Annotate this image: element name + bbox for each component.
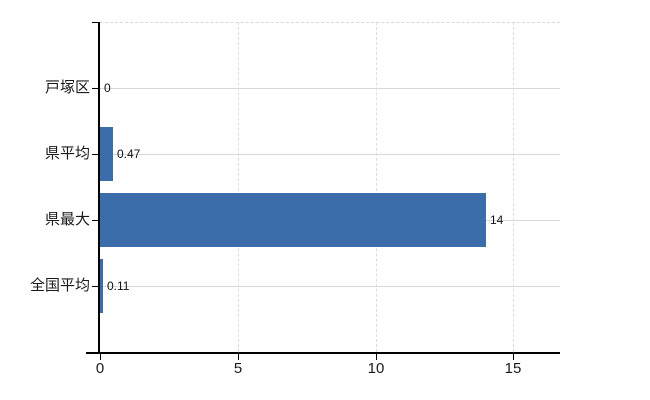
y-axis-tick: [92, 220, 98, 221]
x-axis-tick: [238, 354, 239, 360]
bar: [100, 127, 113, 181]
bar-value-label: 14: [490, 213, 504, 227]
x-tick-label: 15: [504, 360, 522, 377]
v-gridline: [376, 22, 377, 352]
h-gridline: [100, 88, 560, 89]
x-axis-tick: [513, 354, 514, 360]
v-gridline: [238, 22, 239, 352]
h-gridline: [100, 286, 560, 287]
bar: [100, 259, 103, 313]
bar-value-label: 0.11: [107, 279, 130, 293]
y-axis-end-tick: [92, 22, 98, 23]
v-gridline: [513, 22, 514, 352]
bar-value-label: 0: [104, 81, 111, 95]
plot-top-border: [100, 22, 560, 23]
bar: [100, 193, 486, 247]
bar-value-label: 0.47: [117, 147, 141, 161]
x-axis-tick: [376, 354, 377, 360]
y-category-label: 県平均: [44, 145, 90, 162]
y-axis-tick: [92, 88, 98, 89]
y-category-label: 全国平均: [29, 277, 90, 294]
x-axis-tick: [100, 354, 101, 360]
x-tick-label: 10: [367, 360, 385, 377]
y-axis-tick: [92, 286, 98, 287]
y-axis-tick: [92, 154, 98, 155]
y-category-label: 戸塚区: [44, 79, 90, 96]
x-tick-label: 5: [233, 360, 243, 377]
x-tick-label: 0: [95, 360, 105, 377]
h-gridline: [100, 154, 560, 155]
y-axis: [98, 22, 100, 352]
x-axis: [86, 352, 560, 354]
y-category-label: 県最大: [44, 211, 90, 228]
